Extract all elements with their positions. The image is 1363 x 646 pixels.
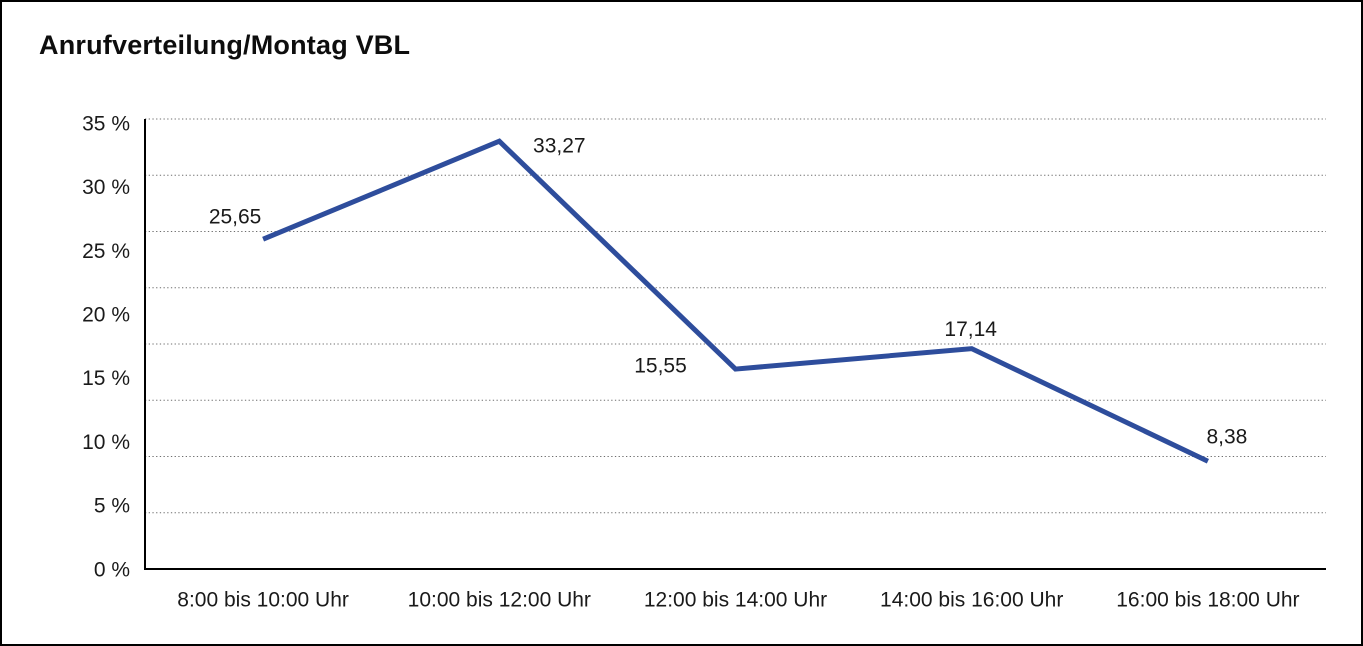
y-axis-tick-label: 30 %	[82, 176, 130, 199]
y-axis-tick-label: 20 %	[82, 303, 130, 326]
chart-title: Anrufverteilung/Montag VBL	[39, 30, 411, 60]
x-axis-category-label: 8:00 bis 10:00 Uhr	[177, 588, 349, 611]
data-point-label: 15,55	[634, 354, 687, 377]
data-point-label: 8,38	[1206, 426, 1247, 449]
data-point-label: 17,14	[944, 318, 997, 341]
data-point-label: 25,65	[209, 206, 262, 229]
series-line	[262, 138, 1209, 464]
y-axis-tick-label: 0 %	[94, 558, 130, 581]
x-axis-category-label: 14:00 bis 16:00 Uhr	[880, 588, 1063, 611]
y-axis-tick-label: 5 %	[94, 495, 130, 518]
x-axis-category-label: 12:00 bis 14:00 Uhr	[644, 588, 827, 611]
y-axis-tick-label: 35 %	[82, 112, 130, 135]
x-axis-category-label: 16:00 bis 18:00 Uhr	[1116, 588, 1299, 611]
data-point-label: 33,27	[533, 135, 586, 158]
y-axis-tick-label: 25 %	[82, 240, 130, 263]
y-axis-tick-label: 15 %	[82, 367, 130, 390]
y-axis-tick-label: 10 %	[82, 431, 130, 454]
x-axis-category-label: 10:00 bis 12:00 Uhr	[408, 588, 591, 611]
